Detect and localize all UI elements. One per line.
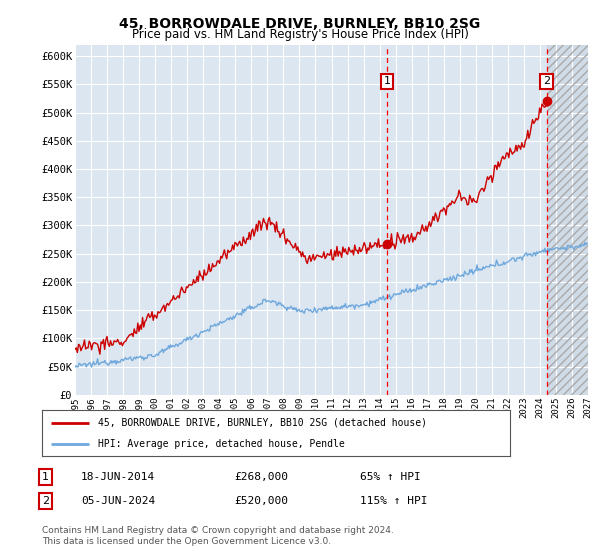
Text: 45, BORROWDALE DRIVE, BURNLEY, BB10 2SG: 45, BORROWDALE DRIVE, BURNLEY, BB10 2SG [119,17,481,31]
Text: Contains HM Land Registry data © Crown copyright and database right 2024.
This d: Contains HM Land Registry data © Crown c… [42,526,394,546]
Text: 2: 2 [543,77,550,86]
Bar [547,45,588,395]
Text: 1: 1 [42,472,49,482]
Text: £268,000: £268,000 [234,472,288,482]
Text: 05-JUN-2024: 05-JUN-2024 [81,496,155,506]
Text: 45, BORROWDALE DRIVE, BURNLEY, BB10 2SG (detached house): 45, BORROWDALE DRIVE, BURNLEY, BB10 2SG … [98,418,427,428]
Text: 65% ↑ HPI: 65% ↑ HPI [360,472,421,482]
Text: Price paid vs. HM Land Registry's House Price Index (HPI): Price paid vs. HM Land Registry's House … [131,28,469,41]
Text: 18-JUN-2014: 18-JUN-2014 [81,472,155,482]
Text: 2: 2 [42,496,49,506]
Text: 115% ↑ HPI: 115% ↑ HPI [360,496,427,506]
Bar [547,45,588,395]
Text: HPI: Average price, detached house, Pendle: HPI: Average price, detached house, Pend… [98,439,345,449]
Text: £520,000: £520,000 [234,496,288,506]
Text: 1: 1 [383,77,391,86]
